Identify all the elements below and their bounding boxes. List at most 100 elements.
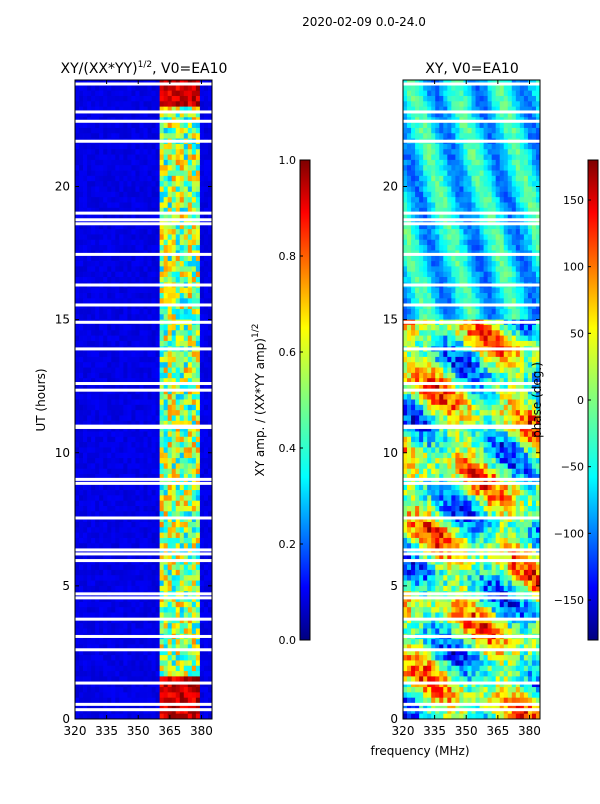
heatmap-cell [127,581,131,587]
heatmap-cell [152,101,156,107]
heatmap-cell [83,442,87,448]
heatmap-cell [196,266,200,272]
heatmap-cell [127,628,131,634]
heatmap-cell [188,575,192,581]
heatmap-cell [87,602,91,608]
heatmap-cell [91,181,95,187]
heatmap-cell [423,149,427,155]
heatmap-cell [111,501,115,507]
heatmap-cell [119,229,123,235]
heatmap-cell [196,463,200,469]
heatmap-cell [99,511,103,517]
heatmap-cell [180,485,184,491]
heatmap-cell [119,613,123,619]
heatmap-cell [156,123,160,129]
heatmap-cell [528,187,532,193]
heatmap-cell [184,298,188,304]
heatmap-cell [75,485,79,491]
heatmap-cell [152,692,156,698]
heatmap-cell [111,570,115,576]
heatmap-cell [164,628,168,634]
heatmap-cell [83,692,87,698]
heatmap-cell [83,368,87,374]
heatmap-cell [135,266,139,272]
heatmap-cell [516,96,520,102]
heatmap-cell [188,463,192,469]
heatmap-cell [188,165,192,171]
heatmap-cell [115,586,119,592]
heatmap-cell [139,506,143,512]
heatmap-cell [512,96,516,102]
heatmap-cell [524,96,528,102]
heatmap-cell [131,575,135,581]
heatmap-cell [131,442,135,448]
heatmap-cell [488,144,492,150]
heatmap-cell [83,288,87,294]
heatmap-cell [196,495,200,501]
heatmap-cell [131,533,135,539]
heatmap-cell [160,522,164,528]
heatmap-cell [188,666,192,672]
heatmap-cell [180,692,184,698]
heatmap-cell [131,692,135,698]
heatmap-cell [419,197,423,203]
heatmap-cell [135,655,139,661]
heatmap-cell [75,442,79,448]
heatmap-cell [168,155,172,161]
heatmap-cell [83,85,87,91]
heatmap-cell [115,277,119,283]
heatmap-cell [488,133,492,139]
heatmap-cell [423,202,427,208]
heatmap-cell [144,309,148,315]
heatmap-cell [200,96,204,102]
heatmap-cell [439,192,443,198]
heatmap-cell [200,447,204,453]
heatmap-cell [204,165,208,171]
heatmap-cell [184,655,188,661]
heatmap-cell [180,128,184,134]
heatmap-cell [168,362,172,368]
heatmap-cell [144,176,148,182]
heatmap-cell [176,187,180,193]
heatmap-cell [184,202,188,208]
heatmap-cell [95,266,99,272]
heatmap-cell [83,490,87,496]
heatmap-cell [111,309,115,315]
heatmap-cell [204,613,208,619]
heatmap-cell [164,581,168,587]
heatmap-cell [144,575,148,581]
heatmap-cell [75,506,79,512]
heatmap-cell [192,128,196,134]
heatmap-cell [431,123,435,129]
heatmap-cell [188,325,192,331]
heatmap-cell [180,575,184,581]
heatmap-cell [99,298,103,304]
heatmap-cell [75,698,79,704]
heatmap-cell [83,586,87,592]
heatmap-cell [91,570,95,576]
heatmap-cell [200,485,204,491]
heatmap-cell [79,176,83,182]
heatmap-cell [532,144,536,150]
heatmap-cell [148,613,152,619]
heatmap-cell [79,692,83,698]
heatmap-cell [99,602,103,608]
heatmap-cell [148,687,152,693]
heatmap-cell [192,171,196,177]
heatmap-cell [152,149,156,155]
heatmap-cell [115,309,119,315]
heatmap-cell [95,538,99,544]
heatmap-cell [524,149,528,155]
heatmap-cell [451,123,455,129]
heatmap-cell [103,197,107,203]
heatmap-cell [83,336,87,342]
heatmap-cell [75,160,79,166]
heatmap-cell [172,352,176,358]
heatmap-cell [87,149,91,155]
heatmap-cell [135,192,139,198]
heatmap-cell [176,676,180,682]
heatmap-cell [192,373,196,379]
heatmap-cell [532,149,536,155]
heatmap-cell [168,330,172,336]
heatmap-cell [79,229,83,235]
